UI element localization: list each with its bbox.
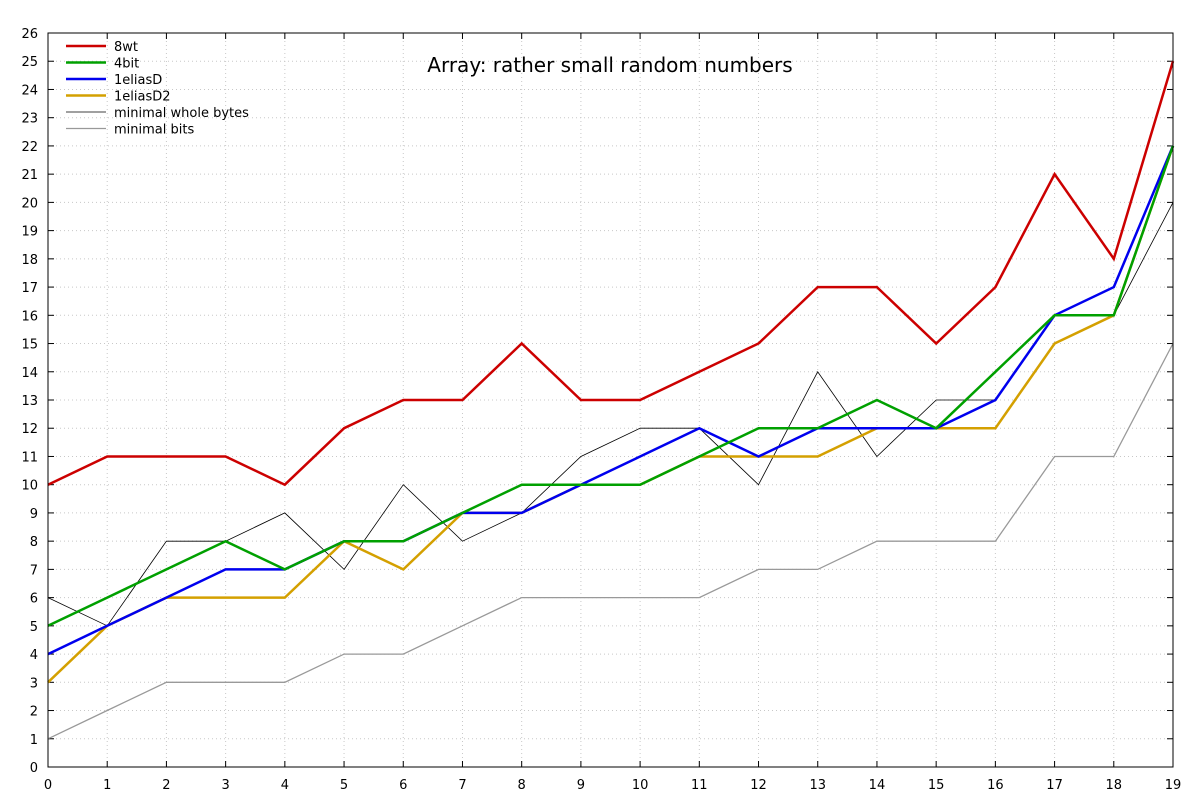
x-tick-label: 19 <box>1165 778 1182 793</box>
y-tick-labels: 0123456789101112131415161718192021222324… <box>21 27 38 776</box>
x-tick-label: 5 <box>340 778 348 793</box>
y-tick-label: 19 <box>21 225 38 240</box>
y-tick-label: 13 <box>21 394 38 409</box>
y-tick-label: 9 <box>30 507 38 522</box>
x-tick-label: 1 <box>103 778 111 793</box>
y-tick-label: 14 <box>21 366 38 381</box>
x-tick-label: 18 <box>1106 778 1123 793</box>
legend-label: minimal bits <box>114 123 194 138</box>
series-layer <box>47 60 1175 740</box>
y-tick-label: 25 <box>21 55 38 70</box>
x-tick-label: 4 <box>281 778 289 793</box>
series-line-minimal-bits <box>47 343 1174 740</box>
x-tick-label: 16 <box>987 778 1004 793</box>
legend-label: minimal whole bytes <box>114 106 249 121</box>
y-tick-label: 12 <box>21 422 38 437</box>
x-tick-label: 8 <box>518 778 526 793</box>
x-tick-label: 17 <box>1046 778 1063 793</box>
series-line-1eliasD <box>47 145 1175 656</box>
y-tick-label: 15 <box>21 338 38 353</box>
x-tick-label: 15 <box>928 778 945 793</box>
chart-title: Array: rather small random numbers <box>427 53 792 77</box>
y-tick-label: 17 <box>21 281 38 296</box>
y-tick-label: 7 <box>30 563 38 578</box>
x-tick-label: 14 <box>869 778 886 793</box>
y-tick-label: 5 <box>30 620 38 635</box>
x-tick-label: 6 <box>399 778 407 793</box>
series-line-8wt <box>47 60 1175 487</box>
y-tick-label: 23 <box>21 112 38 127</box>
y-tick-label: 10 <box>21 479 38 494</box>
y-tick-label: 21 <box>21 168 38 183</box>
plot-frame <box>47 32 1174 768</box>
y-tick-label: 11 <box>21 450 38 465</box>
y-tick-label: 8 <box>30 535 38 550</box>
y-tick-label: 16 <box>21 309 38 324</box>
legend-label: 1eliasD <box>114 73 162 88</box>
y-tick-label: 20 <box>21 196 38 211</box>
x-tick-label: 3 <box>221 778 229 793</box>
series-line-minimal-whole-bytes <box>47 202 1174 627</box>
x-tick-labels: 0 1 2 3 4 5 6 7 8 9 10 11 12 13 14 15 16 17 18 19 <box>44 778 1181 793</box>
legend-label: 4bit <box>114 57 139 72</box>
x-tick-label: 9 <box>577 778 585 793</box>
y-tick-label: 24 <box>21 83 38 98</box>
x-tick-label: 10 <box>632 778 649 793</box>
x-tick-label: 0 <box>44 778 52 793</box>
x-tick-label: 13 <box>809 778 826 793</box>
y-tick-label: 26 <box>21 27 38 42</box>
x-tick-label: 2 <box>162 778 170 793</box>
x-tick-label: 7 <box>458 778 466 793</box>
x-tick-label: 12 <box>750 778 767 793</box>
y-tick-label: 3 <box>30 676 38 691</box>
legend-label: 1eliasD2 <box>114 90 171 105</box>
y-tick-label: 22 <box>21 140 38 155</box>
x-tick-label: 11 <box>691 778 708 793</box>
y-tick-label: 6 <box>30 592 38 607</box>
y-tick-label: 2 <box>30 705 38 720</box>
y-tick-label: 4 <box>30 648 38 663</box>
y-tick-label: 0 <box>30 761 38 776</box>
y-tick-label: 18 <box>21 253 38 268</box>
series-line-4bit <box>47 145 1175 627</box>
legend-label: 8wt <box>114 40 138 55</box>
y-tick-label: 1 <box>30 733 38 748</box>
